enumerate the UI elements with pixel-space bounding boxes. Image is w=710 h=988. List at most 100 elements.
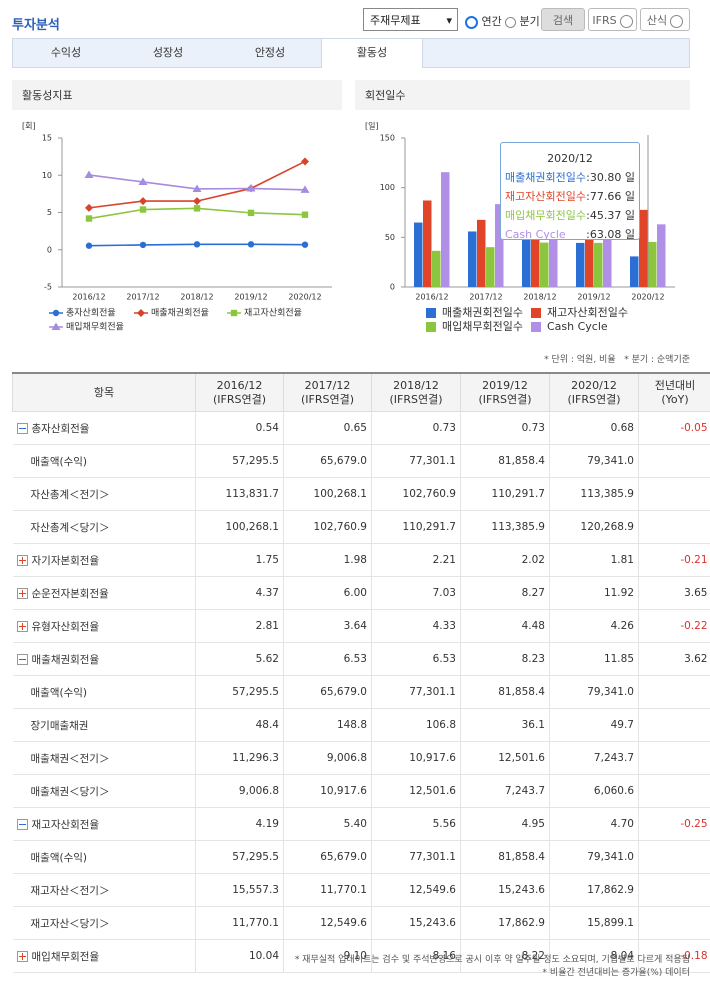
row-name: 매출액(수익) (30, 686, 88, 699)
value-cell: 12,501.6 (371, 774, 461, 808)
row-name: 유형자산회전율 (31, 620, 100, 633)
legend-swatch (531, 322, 541, 332)
yoy-cell (638, 675, 710, 709)
y-tick-label: 10 (42, 171, 52, 180)
table-row: 재고자산＜당기＞ 11,770.1 12,549.6 15,243.6 17,862.9… (12, 906, 710, 940)
row-name: 매출액(수익) (30, 851, 88, 864)
table-row: 순운전자본회전율 4.37 6.00 7.03 8.27 11.92 3.65 (12, 576, 710, 610)
value-cell: 15,899.1 (549, 906, 639, 940)
expand-toggle[interactable] (16, 555, 28, 566)
value-cell: 6.00 (283, 576, 372, 610)
value-cell: 3.64 (283, 609, 372, 643)
bar (540, 242, 549, 287)
formula-button[interactable]: 산식 (640, 8, 690, 31)
value-cell: 79,341.0 (549, 444, 639, 478)
panel-header (12, 80, 342, 110)
table-row: 자기자본회전율 1.75 1.98 2.21 2.02 1.81 -0.21 (12, 543, 710, 577)
bar (414, 222, 423, 287)
row-name: 자산총계＜전기＞ (30, 488, 110, 501)
legend-label: 매출채권회전일수 (442, 305, 523, 319)
header-row: 항목 2016/12 (IFRS연결) 2017/12 (IFRS연결) 2018/12(… (12, 372, 710, 412)
tab[interactable]: 성장성 (152, 46, 184, 59)
legend-swatch (426, 308, 436, 318)
chart: 활동성지표 [회] -5 0 5 10 15 2016/12 2017/12 2018/12 201… (22, 88, 332, 333)
value-cell: 49.7 (549, 708, 639, 742)
legend-label: 매출채권회전율 (151, 307, 209, 319)
bar (531, 221, 540, 287)
row-name-cell: 매출채권＜당기＞ (12, 774, 196, 808)
row-name: 매출채권＜당기＞ (30, 785, 110, 798)
row-name: 매출채권＜전기＞ (30, 752, 110, 765)
value-cell: 8.22 (460, 939, 550, 973)
row-name: 장기매출채권 (30, 719, 89, 732)
value-cell: 0.73 (460, 411, 550, 445)
value-cell: 4.33 (371, 609, 461, 643)
note: * 분기 : 순액기준 (624, 355, 690, 365)
expand-toggle[interactable] (16, 588, 28, 599)
tooltip-value: :45.37 일 (586, 209, 635, 222)
expand-toggle[interactable] (16, 951, 28, 962)
radio-label: 분기 (519, 15, 540, 28)
header-basis: (IFRS연결) (389, 392, 443, 406)
ifrs-button[interactable]: IFRS (588, 8, 637, 31)
header-period: 2020/12 (571, 378, 617, 392)
point (85, 242, 93, 249)
yoy-cell (638, 708, 710, 742)
value-cell: 65,679.0 (283, 840, 372, 874)
radio-annual[interactable]: 연간 (465, 13, 502, 29)
point (85, 215, 93, 222)
value-cell: 0.54 (195, 411, 284, 445)
collapse-toggle[interactable] (16, 819, 28, 830)
tab[interactable]: 활동성 (321, 38, 423, 68)
value-cell: 11,296.3 (195, 741, 284, 775)
tab[interactable]: 수익성 (50, 46, 82, 59)
y-tick-label: 0 (390, 283, 395, 292)
bar (639, 209, 648, 287)
value-cell: 4.95 (460, 807, 550, 841)
value-cell: 10,917.6 (283, 774, 372, 808)
row-name-cell: 장기매출채권 (12, 708, 196, 742)
value-cell: 113,831.7 (195, 477, 284, 511)
y-tick-label: 100 (380, 183, 395, 192)
value-cell: 9.10 (283, 939, 372, 973)
value-cell: 102,760.9 (283, 510, 372, 544)
bar (630, 256, 639, 287)
header-cell: 항목 (12, 372, 196, 412)
radio-quarter[interactable]: 분기 (505, 13, 540, 29)
value-cell: 113,385.9 (549, 477, 639, 511)
yoy-cell (638, 774, 710, 808)
legend-label: Cash Cycle (547, 320, 608, 333)
select[interactable]: 주재무제표 ▾ (363, 8, 458, 31)
expand-toggle[interactable] (16, 621, 28, 632)
row-name: 매출채권회전율 (31, 653, 100, 666)
select-label: 주재무제표 (370, 14, 421, 27)
collapse-toggle[interactable] (16, 423, 28, 434)
row-name-cell: 순운전자본회전율 (12, 576, 196, 610)
toggle-bar (21, 623, 23, 630)
header-cell: 2018/12 (IFRS연결) (371, 372, 461, 412)
yoy-cell (638, 840, 710, 874)
value-cell: 12,549.6 (371, 873, 461, 907)
header-period: 2019/12 (482, 378, 528, 392)
tab[interactable]: 안정성 (254, 46, 286, 59)
value-cell: 6.53 (283, 642, 372, 676)
yoy-cell (638, 510, 710, 544)
bar (657, 224, 666, 287)
toggle-bar (21, 557, 23, 564)
collapse-toggle[interactable] (16, 654, 28, 665)
row-name: 재고자산＜당기＞ (30, 917, 110, 930)
y-tick-label: 0 (47, 245, 52, 254)
radio-label: 연간 (481, 15, 502, 28)
row-name: 매출액(수익) (30, 455, 88, 468)
value-cell: 10.04 (195, 939, 284, 973)
tooltip-row: 매출채권회전일수:30.80 일 (505, 168, 635, 187)
table-row: 자산총계＜당기＞ 100,268.1 102,760.9 110,291.7 113,3… (12, 510, 710, 544)
value-cell: 8.27 (460, 576, 550, 610)
value-cell: 1.81 (549, 543, 639, 577)
table-row: 자산총계＜전기＞ 113,831.7 100,268.1 102,760.9 110,2… (12, 477, 710, 511)
row-name-cell: 재고자산＜전기＞ (12, 873, 196, 907)
value-cell: 79,341.0 (549, 675, 639, 709)
bar (585, 213, 594, 287)
toggle-bar (18, 659, 26, 660)
search-button[interactable]: 검색 (541, 8, 585, 31)
